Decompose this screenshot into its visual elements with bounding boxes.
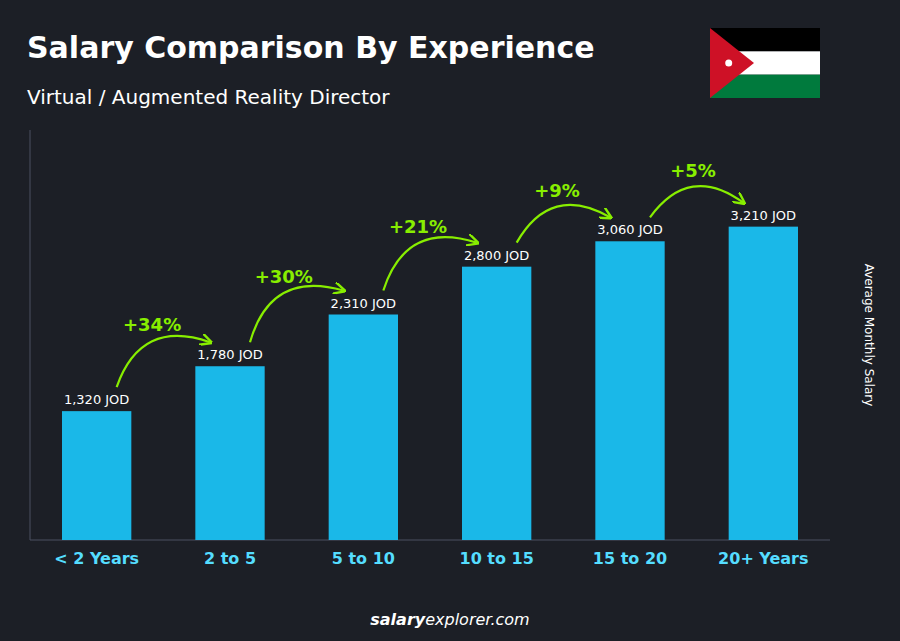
growth-label: +30% [255,266,313,287]
value-label: 3,060 JOD [597,222,662,237]
footer: salaryexplorer.com [370,610,529,629]
value-label: 2,800 JOD [464,248,529,263]
x-axis-line [30,540,830,541]
x-tick-label: 10 to 15 [460,549,534,568]
growth-arc [250,286,343,342]
growth-arc [117,336,210,387]
growth-arc [650,186,743,217]
value-label: 1,780 JOD [197,347,262,362]
x-tick-label: 2 to 5 [204,549,256,568]
growth-label: +21% [389,216,447,237]
bar [195,366,264,540]
background [0,0,900,641]
footer-part: salary [370,610,425,629]
bar [62,411,131,540]
growth-label: +5% [670,160,716,181]
chart: Salary Comparison By Experience Virtual /… [0,0,900,641]
x-tick-label: 15 to 20 [593,549,667,568]
bar [729,227,798,540]
bar [329,315,398,541]
value-label: 1,320 JOD [64,392,129,407]
x-tick-label: 5 to 10 [332,549,395,568]
growth-label: +34% [123,314,181,335]
flag-star [725,60,732,67]
subtitle: Virtual / Augmented Reality Director [27,85,390,109]
growth-arc [383,237,476,290]
x-tick-label: 20+ Years [718,549,808,568]
y-axis-line [30,130,31,540]
bar [595,241,664,540]
flag-triangle [710,28,754,98]
growth-arc [517,205,610,243]
flag [710,28,820,98]
y-axis-label: Average Monthly Salary [862,264,876,407]
x-tick-label: < 2 Years [54,549,139,568]
growth-label: +9% [534,180,580,201]
value-label: 3,210 JOD [731,208,796,223]
value-label: 2,310 JOD [331,296,396,311]
bar [462,267,531,540]
footer-part: explorer.com [425,610,530,629]
title: Salary Comparison By Experience [27,30,595,65]
bars [62,227,798,540]
